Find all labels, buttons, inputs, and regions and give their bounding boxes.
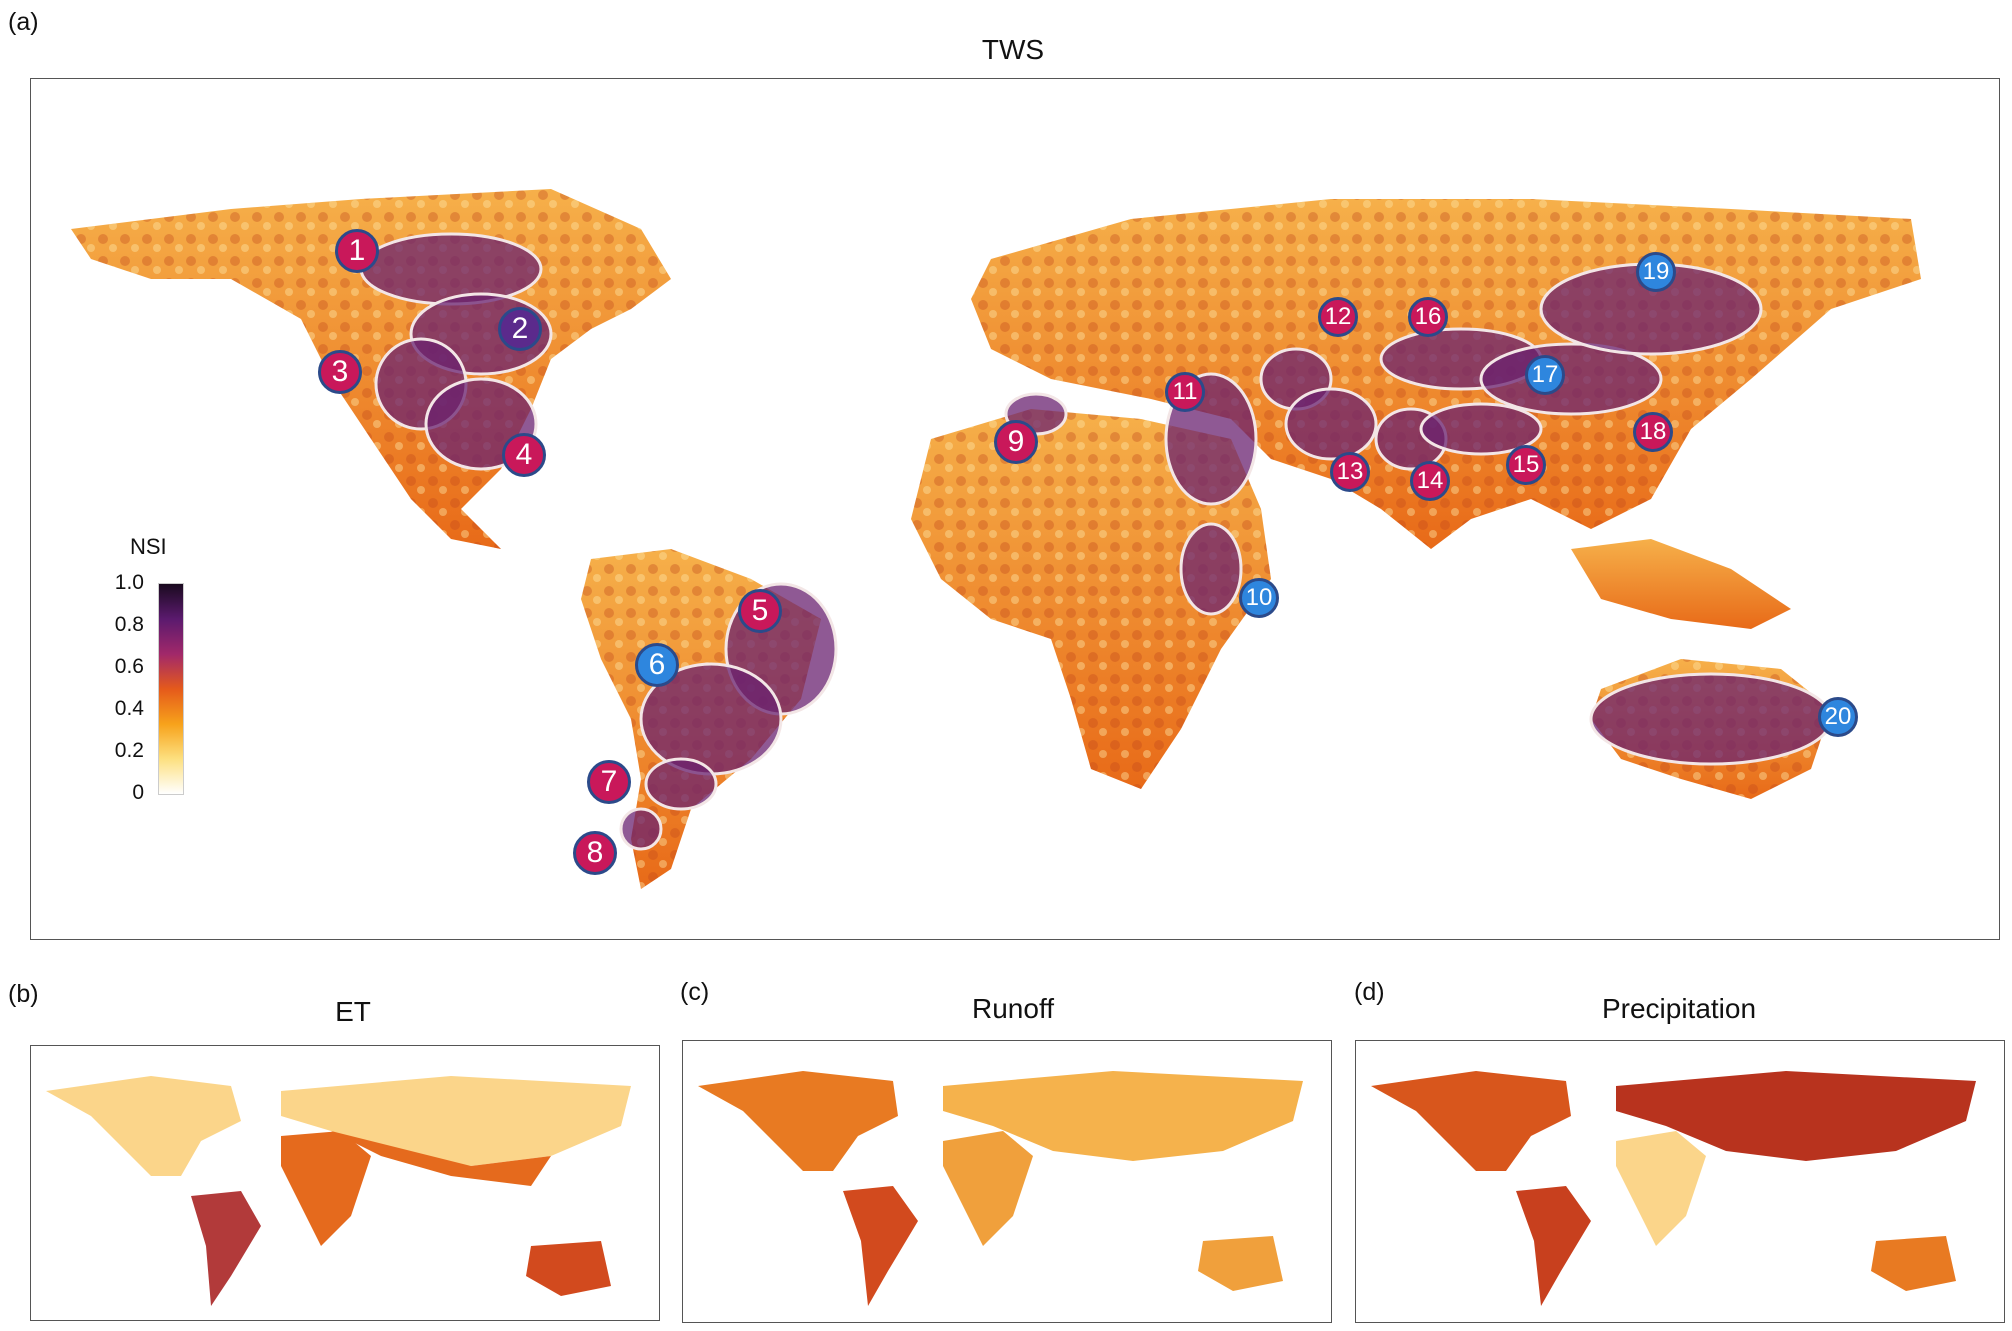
region-marker-10: 10 [1239, 578, 1279, 618]
panel-b-title: ET [335, 996, 371, 1027]
panel-a-title: TWS [981, 34, 1045, 65]
region-marker-7: 7 [587, 760, 631, 804]
region-marker-19: 19 [1636, 252, 1676, 292]
panel-d-letter: (d) [1354, 978, 1385, 1006]
colorbar-tick: 0.8 [114, 613, 144, 636]
region-marker-2: 2 [498, 307, 542, 351]
region-marker-4: 4 [502, 433, 546, 477]
region-marker-13: 13 [1330, 452, 1370, 492]
runoff-world-map [698, 1071, 1303, 1306]
region-marker-5: 5 [738, 589, 782, 633]
region-marker-8: 8 [573, 831, 617, 875]
region-marker-15: 15 [1506, 445, 1546, 485]
colorbar-tick: 0 [132, 781, 144, 804]
panel-c-title: Runoff [972, 993, 1054, 1024]
tws-world-map [71, 189, 1921, 889]
panel-d-title: Precipitation [1601, 993, 1757, 1024]
region-marker-11: 11 [1165, 372, 1205, 412]
colorbar-tick: 0.6 [114, 655, 144, 678]
panel-b-letter: (b) [8, 980, 39, 1008]
land-se-asia [1571, 539, 1791, 629]
colorbar-tick: 0.2 [114, 739, 144, 762]
region-marker-20: 20 [1818, 697, 1858, 737]
region-marker-12: 12 [1318, 297, 1358, 337]
precipitation-world-map [1371, 1071, 1976, 1306]
colorbar [158, 583, 184, 795]
precipitation-map-frame [1355, 1040, 2005, 1323]
region-marker-1: 1 [335, 229, 379, 273]
panel-a-letter: (a) [8, 8, 39, 36]
region-marker-14: 14 [1410, 461, 1450, 501]
panel-c-letter: (c) [680, 978, 710, 1006]
tws-map-frame [30, 78, 2000, 940]
et-map-frame [30, 1045, 660, 1321]
region-marker-17: 17 [1525, 355, 1565, 395]
region-marker-6: 6 [635, 643, 679, 687]
region-marker-18: 18 [1633, 412, 1673, 452]
colorbar-label: NSI [130, 534, 167, 559]
region-marker-16: 16 [1408, 297, 1448, 337]
colorbar-tick: 1.0 [114, 571, 144, 594]
region-marker-9: 9 [994, 420, 1038, 464]
colorbar-tick: 0.4 [114, 697, 144, 720]
et-world-map [46, 1076, 631, 1306]
runoff-map-frame [682, 1040, 1332, 1323]
region-marker-3: 3 [318, 350, 362, 394]
